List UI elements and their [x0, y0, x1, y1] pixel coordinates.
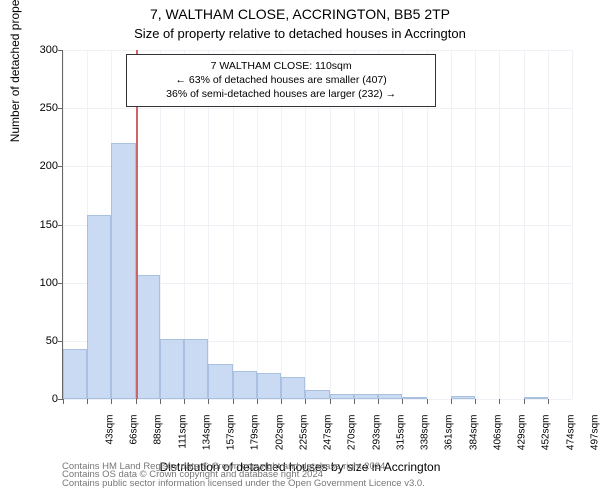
xtick-label: 88sqm — [153, 415, 164, 465]
xtick-label: 247sqm — [323, 415, 334, 465]
annotation-line2: ← 63% of detached houses are smaller (40… — [135, 73, 427, 87]
plot-area: 7 WALTHAM CLOSE: 110sqm ← 63% of detache… — [62, 50, 572, 400]
histogram-bar — [354, 394, 378, 399]
histogram-bar — [160, 339, 184, 399]
histogram-bar — [305, 390, 329, 399]
annotation-line3: 36% of semi-detached houses are larger (… — [135, 87, 427, 101]
gridline-v — [572, 50, 573, 399]
xtick-mark — [281, 399, 282, 404]
histogram-bar — [208, 364, 232, 399]
histogram-bar — [111, 143, 135, 399]
xtick-mark — [330, 399, 331, 404]
histogram-bar — [136, 275, 160, 399]
footnote-line3: Contains public sector information licen… — [62, 479, 425, 489]
ytick-mark — [58, 166, 63, 167]
xtick-mark — [378, 399, 379, 404]
xtick-mark — [427, 399, 428, 404]
xtick-label: 293sqm — [371, 415, 382, 465]
ytick-label: 300 — [18, 44, 58, 56]
ytick-mark — [58, 50, 63, 51]
ytick-label: 200 — [18, 160, 58, 172]
xtick-mark — [475, 399, 476, 404]
histogram-bar — [451, 396, 475, 399]
xtick-mark — [354, 399, 355, 404]
gridline-h — [63, 108, 572, 109]
chart-title-address: 7, WALTHAM CLOSE, ACCRINGTON, BB5 2TP — [0, 6, 600, 22]
xtick-mark — [548, 399, 549, 404]
xtick-mark — [524, 399, 525, 404]
xtick-label: 179sqm — [250, 415, 261, 465]
histogram-bar — [402, 397, 426, 399]
ytick-mark — [58, 283, 63, 284]
ytick-label: 150 — [18, 219, 58, 231]
histogram-bar — [63, 349, 87, 399]
xtick-mark — [451, 399, 452, 404]
xtick-label: 429sqm — [517, 415, 528, 465]
ytick-mark — [58, 108, 63, 109]
xtick-label: 452sqm — [541, 415, 552, 465]
histogram-bar — [330, 394, 354, 399]
xtick-label: 66sqm — [129, 415, 140, 465]
xtick-label: 361sqm — [444, 415, 455, 465]
gridline-h — [63, 225, 572, 226]
xtick-label: 43sqm — [105, 415, 116, 465]
xtick-label: 315sqm — [395, 415, 406, 465]
xtick-mark — [160, 399, 161, 404]
gridline-h — [63, 166, 572, 167]
xtick-mark — [63, 399, 64, 404]
xtick-mark — [402, 399, 403, 404]
ytick-label: 50 — [18, 335, 58, 347]
ytick-label: 100 — [18, 277, 58, 289]
chart-subtitle: Size of property relative to detached ho… — [0, 26, 600, 41]
xtick-label: 474sqm — [565, 415, 576, 465]
xtick-mark — [87, 399, 88, 404]
annotation-line1: 7 WALTHAM CLOSE: 110sqm — [135, 59, 427, 73]
histogram-bar — [87, 215, 111, 399]
ytick-label: 250 — [18, 102, 58, 114]
histogram-bar — [257, 373, 281, 399]
xtick-mark — [499, 399, 500, 404]
xtick-label: 406sqm — [492, 415, 503, 465]
gridline-h — [63, 399, 572, 400]
xtick-label: 157sqm — [226, 415, 237, 465]
footnote: Contains HM Land Registry data © Crown c… — [62, 463, 425, 489]
histogram-bar — [184, 339, 208, 399]
histogram-bar — [233, 371, 257, 399]
histogram-bar — [378, 394, 402, 399]
annotation-box: 7 WALTHAM CLOSE: 110sqm ← 63% of detache… — [126, 54, 436, 107]
xtick-mark — [184, 399, 185, 404]
histogram-bar — [281, 377, 305, 399]
ytick-mark — [58, 225, 63, 226]
xtick-mark — [111, 399, 112, 404]
xtick-mark — [136, 399, 137, 404]
xtick-label: 225sqm — [298, 415, 309, 465]
xtick-label: 384sqm — [468, 415, 479, 465]
xtick-label: 111sqm — [177, 415, 188, 465]
xtick-label: 338sqm — [420, 415, 431, 465]
xtick-label: 270sqm — [347, 415, 358, 465]
ytick-mark — [58, 341, 63, 342]
xtick-mark — [257, 399, 258, 404]
gridline-h — [63, 50, 572, 51]
y-axis-label: Number of detached properties — [8, 0, 22, 142]
xtick-mark — [233, 399, 234, 404]
xtick-label: 134sqm — [201, 415, 212, 465]
ytick-label: 0 — [18, 393, 58, 405]
xtick-label: 497sqm — [589, 415, 600, 465]
histogram-bar — [524, 397, 548, 399]
xtick-mark — [208, 399, 209, 404]
xtick-label: 202sqm — [274, 415, 285, 465]
xtick-mark — [305, 399, 306, 404]
